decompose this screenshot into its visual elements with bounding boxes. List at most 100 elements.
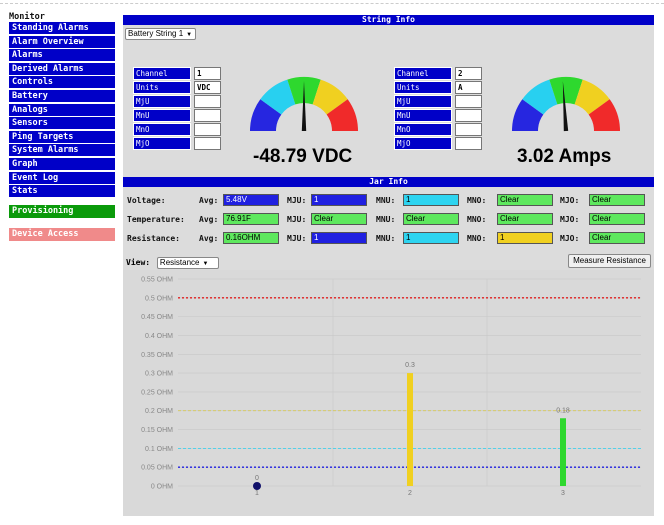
jar-field-label: MJO: [560, 196, 580, 205]
channel-row: MnO [394, 123, 482, 136]
gauge-segment [250, 99, 282, 131]
y-tick-label: 0.45 OHM [141, 314, 173, 321]
channel-field-value[interactable]: 2 [455, 67, 482, 80]
sidebar-item-alarms[interactable]: Alarms [9, 49, 115, 62]
data-label: 0.18 [556, 407, 570, 414]
data-label: 0.3 [405, 362, 415, 369]
jar-field-label: MNU: [376, 196, 396, 205]
jar-status-box: Clear [403, 213, 459, 225]
view-select-value: Resistance [159, 258, 200, 267]
jar-field-label: MJU: [287, 215, 307, 224]
channel-row: MnU [133, 109, 221, 122]
channel-field-value[interactable] [194, 95, 221, 108]
jar-field-label: MJU: [287, 234, 307, 243]
jar-status-box: 1 [311, 232, 367, 244]
jar-status-box: Clear [311, 213, 367, 225]
jar-status-box: 1 [403, 194, 459, 206]
channel-field-label: MnO [394, 123, 452, 136]
sidebar-item-sensors[interactable]: Sensors [9, 117, 115, 130]
voltage-gauge [250, 77, 358, 131]
jar-field-label: Temperature: [127, 215, 185, 224]
current-reading: 3.02 Amps [517, 146, 612, 167]
main-panel: String Info Battery String 1 ▼ Channel 1 Un… [123, 15, 654, 516]
jar-status-box: 1 [311, 194, 367, 206]
gauge-segment [260, 79, 296, 115]
sidebar-item-device-access[interactable]: Device Access [9, 228, 115, 242]
gauge-needle [562, 81, 569, 132]
sidebar-item-ping-targets[interactable]: Ping Targets [9, 130, 115, 143]
sidebar-item-battery[interactable]: Battery [9, 89, 115, 102]
channel-field-label: MjO [133, 137, 191, 150]
channel-row: MjO [394, 137, 482, 150]
channel-field-value[interactable] [455, 95, 482, 108]
channel-table-right: Channel 2 Units A MjU MnU MnO MjO [394, 67, 482, 151]
gauge-segment [312, 79, 348, 115]
sidebar-item-derived-alarms[interactable]: Derived Alarms [9, 62, 115, 75]
channel-field-value[interactable] [455, 109, 482, 122]
channel-field-value[interactable] [194, 109, 221, 122]
gauge-needle [301, 81, 307, 131]
battery-string-select[interactable]: Battery String 1 ▼ [125, 28, 196, 40]
channel-field-value[interactable]: 1 [194, 67, 221, 80]
channel-row: MjU [133, 95, 221, 108]
jar-info-header: Jar Info [123, 177, 654, 187]
channel-field-label: Units [394, 81, 452, 94]
jar-status-box: 5.48V [223, 194, 279, 206]
view-label-text: View: [126, 258, 151, 267]
y-tick-label: 0.5 OHM [145, 295, 173, 302]
channel-field-value[interactable]: A [455, 81, 482, 94]
sidebar-item-standing-alarms[interactable]: Standing Alarms [9, 22, 115, 34]
jar-field-label: Resistance: [127, 234, 180, 243]
chevron-down-icon: ▼ [202, 261, 209, 267]
sidebar-item-event-log[interactable]: Event Log [9, 171, 115, 184]
channel-field-label: Units [133, 81, 191, 94]
gauge-segment [326, 99, 358, 131]
jar-field-label: Avg: [199, 234, 219, 243]
channel-field-value[interactable] [194, 123, 221, 136]
chart-background [123, 270, 654, 516]
channel-field-value[interactable] [455, 123, 482, 136]
jar-field-label: Avg: [199, 215, 219, 224]
measure-resistance-button[interactable]: Measure Resistance [568, 254, 651, 268]
sidebar-item-controls[interactable]: Controls [9, 76, 115, 89]
jar-status-box: 0.16OHM [223, 232, 279, 244]
sidebar-item-stats[interactable]: Stats [9, 185, 115, 198]
gauge-segment [512, 99, 544, 131]
sidebar-item-analogs[interactable]: Analogs [9, 103, 115, 116]
jar-status-box: Clear [589, 194, 645, 206]
sidebar-item-graph[interactable]: Graph [9, 157, 115, 170]
string-info-header: String Info [123, 15, 654, 25]
x-tick-label: 1 [255, 490, 259, 497]
jar-row: Resistance: Avg: 0.16OHM MJU: 1 MNU: 1 MNO: 1 MJO… [127, 230, 649, 249]
sidebar-item-alarm-overview[interactable]: Alarm Overview [9, 35, 115, 48]
chart-bar [407, 373, 413, 486]
channel-field-value[interactable] [455, 137, 482, 150]
y-tick-label: 0.3 OHM [145, 371, 173, 378]
channel-row: MjO [133, 137, 221, 150]
jar-field-label: MNO: [467, 196, 487, 205]
channel-field-label: MnO [133, 123, 191, 136]
chart-point [253, 482, 261, 490]
channel-field-value[interactable]: VDC [194, 81, 221, 94]
jar-status-box: Clear [497, 194, 553, 206]
channel-field-value[interactable] [194, 137, 221, 150]
channel-row: MnU [394, 109, 482, 122]
y-tick-label: 0.35 OHM [141, 352, 173, 359]
gauge-segment [549, 77, 583, 105]
sidebar-item-provisioning[interactable]: Provisioning [9, 205, 115, 219]
y-tick-label: 0.2 OHM [145, 408, 173, 415]
channel-field-label: MnU [133, 109, 191, 122]
channel-field-label: Channel [394, 67, 452, 80]
resistance-chart: 0 OHM 0.05 OHM 0.1 OHM 0.15 OHM 0.2 OHM 0.25 … [123, 270, 654, 516]
channel-row: MnO [133, 123, 221, 136]
y-tick-label: 0.4 OHM [145, 333, 173, 340]
battery-string-value: Battery String 1 [128, 29, 184, 38]
jar-status-box: Clear [589, 232, 645, 244]
jar-field-label: MNU: [376, 215, 396, 224]
top-divider [0, 3, 664, 4]
view-select[interactable]: Resistance ▼ [156, 257, 219, 269]
jar-field-label: MJO: [560, 215, 580, 224]
jar-status-box: 76.91F [223, 213, 279, 225]
jar-row: Voltage: Avg: 5.48V MJU: 1 MNU: 1 MNO: Clear MJO:… [127, 192, 649, 211]
sidebar-item-system-alarms[interactable]: System Alarms [9, 144, 115, 157]
